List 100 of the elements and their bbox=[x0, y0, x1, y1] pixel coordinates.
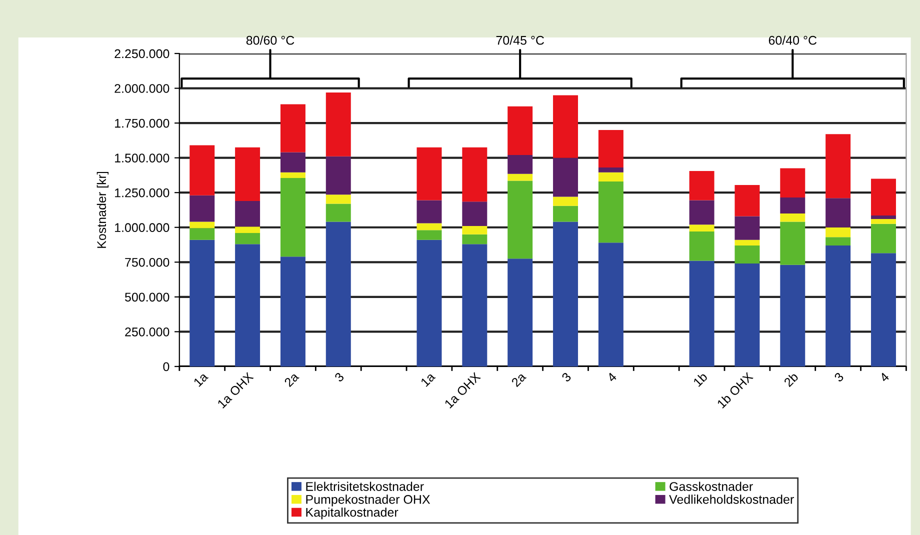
bar bbox=[689, 224, 714, 232]
bar bbox=[734, 245, 760, 264]
bar bbox=[326, 194, 351, 204]
bar bbox=[416, 147, 442, 200]
bar bbox=[870, 253, 896, 366]
bar bbox=[870, 216, 896, 220]
bar bbox=[235, 200, 260, 227]
bar bbox=[416, 240, 442, 366]
bar bbox=[598, 172, 624, 182]
bar bbox=[689, 171, 714, 200]
bar bbox=[508, 106, 533, 156]
x-tick-label: 2a bbox=[510, 372, 527, 388]
bar bbox=[780, 222, 806, 265]
bar bbox=[190, 222, 215, 228]
bar bbox=[416, 230, 442, 240]
bar bbox=[326, 92, 351, 156]
bar bbox=[326, 204, 351, 222]
y-tick-label: 1.500.000 bbox=[115, 154, 170, 162]
bar bbox=[462, 244, 488, 366]
y-tick-label: 500.000 bbox=[125, 292, 170, 302]
bar bbox=[598, 181, 624, 243]
bar bbox=[553, 95, 578, 158]
bar bbox=[416, 200, 442, 224]
bar bbox=[553, 158, 578, 197]
bar bbox=[508, 155, 533, 174]
bar bbox=[190, 228, 215, 240]
x-tick-label: 4 bbox=[879, 372, 890, 382]
bar bbox=[235, 147, 260, 201]
bar bbox=[826, 237, 851, 246]
bar bbox=[734, 240, 760, 246]
y-tick-label: 1.750.000 bbox=[115, 118, 170, 128]
bar bbox=[508, 174, 533, 181]
bar bbox=[689, 200, 714, 225]
bar bbox=[780, 264, 806, 366]
legend-label: Elektrisitetskostnader bbox=[306, 482, 424, 491]
legend-label: Gasskostnader bbox=[670, 482, 753, 491]
legend-label: Kapitalkostnader bbox=[306, 508, 398, 520]
bar bbox=[734, 216, 760, 240]
y-tick-label: 750.000 bbox=[125, 258, 170, 267]
bar bbox=[598, 130, 624, 168]
bar bbox=[416, 223, 442, 230]
text: 60/40 °C bbox=[768, 36, 817, 45]
bar bbox=[826, 245, 851, 366]
bar bbox=[780, 213, 806, 222]
bar bbox=[689, 260, 714, 366]
bar bbox=[826, 134, 851, 198]
y-tick-label: 1.000.000 bbox=[115, 223, 170, 232]
y-tick-label: 2.000.000 bbox=[114, 84, 170, 93]
bar bbox=[598, 242, 624, 366]
bar bbox=[508, 258, 533, 366]
bar bbox=[734, 184, 760, 216]
x-tick-label: 4 bbox=[606, 372, 618, 382]
bar bbox=[462, 226, 488, 234]
bar bbox=[280, 178, 306, 257]
x-tick-label: 3 bbox=[334, 372, 344, 382]
bar bbox=[598, 168, 624, 172]
bar bbox=[462, 202, 488, 226]
bar bbox=[553, 222, 578, 366]
bar bbox=[508, 180, 533, 259]
bar bbox=[826, 198, 851, 228]
bar bbox=[235, 244, 260, 366]
bar bbox=[689, 232, 714, 261]
x-tick-label: 1b bbox=[692, 372, 708, 387]
bar bbox=[280, 152, 306, 172]
bar bbox=[190, 195, 215, 222]
x-tick-label: 1a bbox=[193, 372, 209, 387]
y-axis-title: Kostnader [kr] bbox=[96, 172, 109, 248]
x-tick-label: 2b bbox=[783, 372, 799, 388]
text: 80/60 °C bbox=[246, 36, 294, 45]
bar bbox=[190, 240, 215, 366]
text: 70/45 °C bbox=[496, 36, 544, 45]
bar bbox=[280, 172, 306, 178]
bar bbox=[870, 219, 896, 224]
x-tick-label: 3 bbox=[834, 372, 844, 382]
bar bbox=[826, 227, 851, 238]
legend-label: Pumpekostnader OHX bbox=[306, 494, 430, 506]
bar bbox=[326, 156, 351, 195]
bar bbox=[780, 197, 806, 214]
y-tick-label: 250.000 bbox=[125, 328, 170, 336]
bar bbox=[553, 206, 578, 222]
bar bbox=[870, 224, 896, 254]
x-tick-label: 1a bbox=[420, 372, 436, 387]
y-tick-label: 0 bbox=[163, 362, 170, 372]
bar bbox=[235, 226, 260, 233]
bar bbox=[326, 222, 351, 366]
x-tick-label: 2a bbox=[284, 372, 300, 388]
bar bbox=[235, 232, 260, 244]
bar bbox=[280, 256, 306, 366]
bar bbox=[280, 104, 306, 152]
bar bbox=[462, 147, 488, 202]
x-tick-label: 3 bbox=[561, 372, 572, 382]
y-tick-label: 2.250.000 bbox=[114, 49, 170, 58]
y-tick-label: 1.250.000 bbox=[115, 188, 170, 198]
bar bbox=[870, 178, 896, 216]
bar bbox=[190, 145, 215, 196]
bar bbox=[462, 234, 488, 244]
bar bbox=[734, 264, 760, 366]
bar bbox=[553, 196, 578, 206]
bar bbox=[780, 168, 806, 198]
legend-label: Vedlikeholdskostnader bbox=[669, 494, 794, 504]
